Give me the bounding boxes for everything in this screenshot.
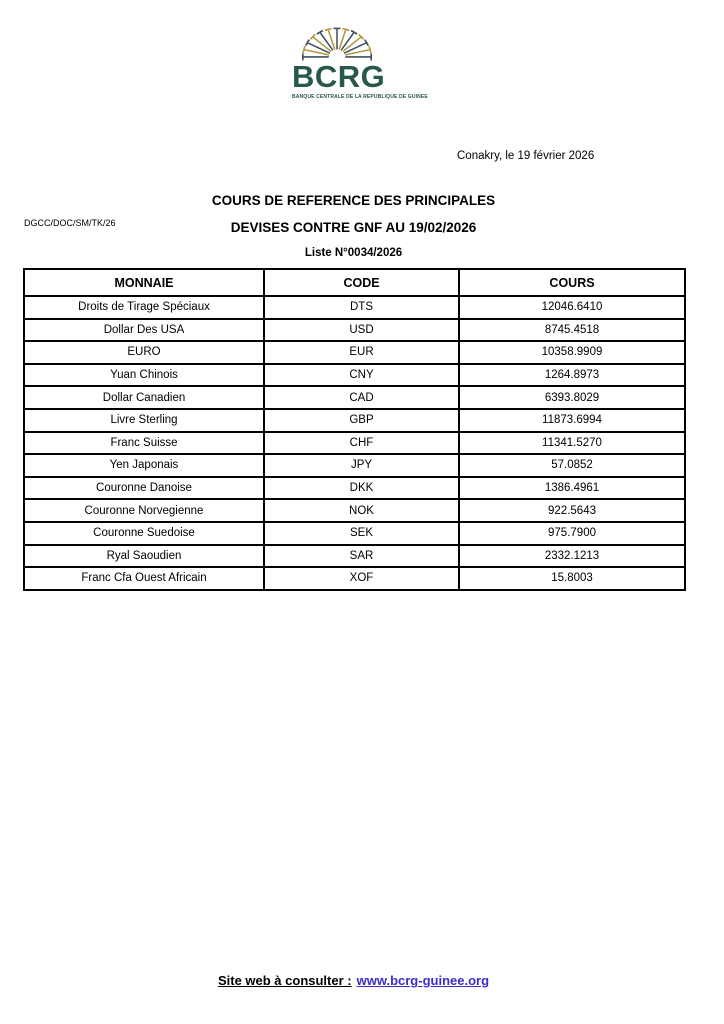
cours-cell: 2332.1213: [458, 543, 686, 569]
code-cell: EUR: [263, 340, 460, 365]
cours-cell: 1264.8973: [458, 362, 686, 388]
date-line: Conakry, le 19 février 2026: [457, 150, 595, 162]
monnaie-cell: Ryal Saoudien: [23, 543, 265, 569]
monnaie-cell: Yen Japonais: [23, 453, 265, 478]
code-cell: CNY: [263, 362, 460, 388]
cours-cell: 11341.5270: [458, 430, 686, 456]
logo-tagline: BANQUE CENTRALE DE LA REPUBLIQUE DE GUIN…: [292, 94, 428, 100]
website-label: Site web à consulter :: [217, 973, 352, 988]
monnaie-cell: Couronne Norvegienne: [23, 498, 265, 523]
code-cell: GBP: [263, 407, 460, 433]
code-cell: DTS: [263, 295, 460, 320]
code-cell: XOF: [263, 566, 460, 591]
monnaie-cell: EURO: [23, 340, 265, 365]
table-row: Franc Cfa Ouest Africain XOF 15.8003: [23, 566, 686, 591]
monnaie-cell: Yuan Chinois: [23, 362, 265, 388]
table-row: Couronne Suedoise SEK 975.7900: [23, 520, 686, 546]
list-number: Liste N°0034/2026: [304, 247, 403, 259]
code-cell: USD: [263, 317, 460, 343]
cours-cell: 922.5643: [458, 498, 686, 523]
document-reference: DGCC/DOC/SM/TK/26: [24, 218, 116, 228]
code-cell: NOK: [263, 498, 460, 523]
monnaie-cell: Dollar Des USA: [23, 317, 265, 343]
table-row: Yuan Chinois CNY 1264.8973: [23, 362, 686, 388]
logo-acronym: BCRG: [292, 59, 386, 94]
cours-cell: 975.7900: [458, 520, 686, 546]
website-link[interactable]: www.bcrg-guinee.org: [356, 973, 490, 988]
code-cell: CHF: [263, 430, 460, 456]
table-row: Yen Japonais JPY 57.0852: [23, 453, 686, 478]
logo-rays-icon: [301, 27, 373, 61]
code-cell: SAR: [263, 543, 460, 569]
cours-cell: 11873.6994: [458, 407, 686, 433]
rates-table-body: Droits de Tirage Spéciaux DTS 12046.6410 Do…: [23, 295, 686, 591]
code-cell: CAD: [263, 385, 460, 410]
table-row: Franc Suisse CHF 11341.5270: [23, 430, 686, 456]
monnaie-cell: Livre Sterling: [23, 407, 265, 433]
column-header-cours: COURS: [458, 268, 686, 297]
bcrg-logo: BCRG BANQUE CENTRALE DE LA REPUBLIQUE DE…: [292, 24, 428, 100]
title-line-2: DEVISES CONTRE GNF AU 19/02/2026: [230, 220, 477, 235]
table-row: Dollar Des USA USD 8745.4518: [23, 317, 686, 343]
table-row: Couronne Norvegienne NOK 922.5643: [23, 498, 686, 523]
cours-cell: 15.8003: [458, 566, 686, 591]
monnaie-cell: Couronne Suedoise: [23, 520, 265, 546]
rates-table: MONNAIE CODE COURS Droits de Tirage Spéc…: [23, 268, 686, 591]
table-row: Livre Sterling GBP 11873.6994: [23, 407, 686, 433]
table-row: Couronne Danoise DKK 1386.4961: [23, 475, 686, 501]
cours-cell: 6393.8029: [458, 385, 686, 410]
monnaie-cell: Droits de Tirage Spéciaux: [23, 295, 265, 320]
column-header-monnaie: MONNAIE: [23, 268, 265, 297]
monnaie-cell: Dollar Canadien: [23, 385, 265, 410]
monnaie-cell: Franc Cfa Ouest Africain: [23, 566, 265, 591]
cours-cell: 8745.4518: [458, 317, 686, 343]
code-cell: SEK: [263, 520, 460, 546]
code-cell: DKK: [263, 475, 460, 501]
table-row: Ryal Saoudien SAR 2332.1213: [23, 543, 686, 569]
column-header-code: CODE: [263, 268, 460, 297]
title-block: COURS DE REFERENCE DES PRINCIPALES DEVIS…: [23, 193, 684, 260]
code-cell: JPY: [263, 453, 460, 478]
monnaie-cell: Franc Suisse: [23, 430, 265, 456]
table-row: Dollar Canadien CAD 6393.8029: [23, 385, 686, 410]
monnaie-cell: Couronne Danoise: [23, 475, 265, 501]
cours-cell: 1386.4961: [458, 475, 686, 501]
table-header-row: MONNAIE CODE COURS: [23, 268, 686, 297]
cours-cell: 57.0852: [458, 453, 686, 478]
footer: Site web à consulter : www.bcrg-guinee.or…: [23, 973, 684, 988]
table-row: EURO EUR 10358.9909: [23, 340, 686, 365]
title-line-1: COURS DE REFERENCE DES PRINCIPALES: [211, 193, 496, 208]
table-row: Droits de Tirage Spéciaux DTS 12046.6410: [23, 295, 686, 320]
cours-cell: 10358.9909: [458, 340, 686, 365]
cours-cell: 12046.6410: [458, 295, 686, 320]
